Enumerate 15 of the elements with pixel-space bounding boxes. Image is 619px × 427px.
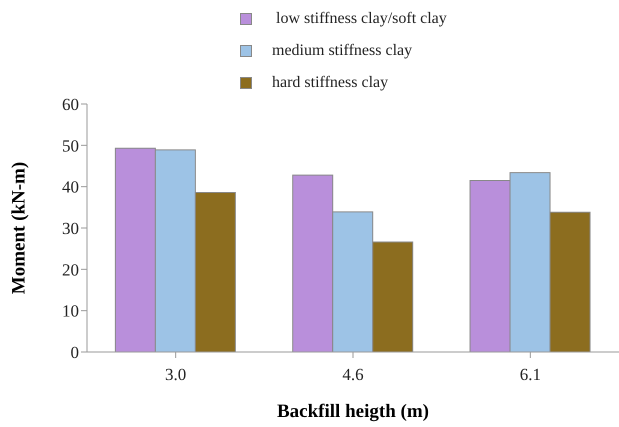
- y-tick-label: 40: [62, 178, 79, 197]
- x-tick-label: 4.6: [342, 365, 364, 384]
- x-axis-title: Backfill heigth (m): [277, 401, 429, 422]
- legend-label: medium stiffness clay: [272, 42, 412, 60]
- y-axis-title: Moment (kN-m): [8, 162, 30, 294]
- y-tick-label: 0: [70, 343, 79, 362]
- y-tick-label: 10: [62, 302, 79, 321]
- legend-label: low stiffness clay/soft clay: [275, 10, 447, 28]
- x-tick-label: 3.0: [165, 365, 186, 384]
- y-tick-label: 20: [62, 260, 79, 280]
- y-tick-label: 30: [62, 219, 79, 238]
- x-tick-label: 6.1: [520, 365, 541, 384]
- y-tick-label: 50: [62, 136, 79, 156]
- legend-label: hard stiffness clay: [272, 74, 388, 92]
- y-tick-label: 60: [62, 95, 79, 114]
